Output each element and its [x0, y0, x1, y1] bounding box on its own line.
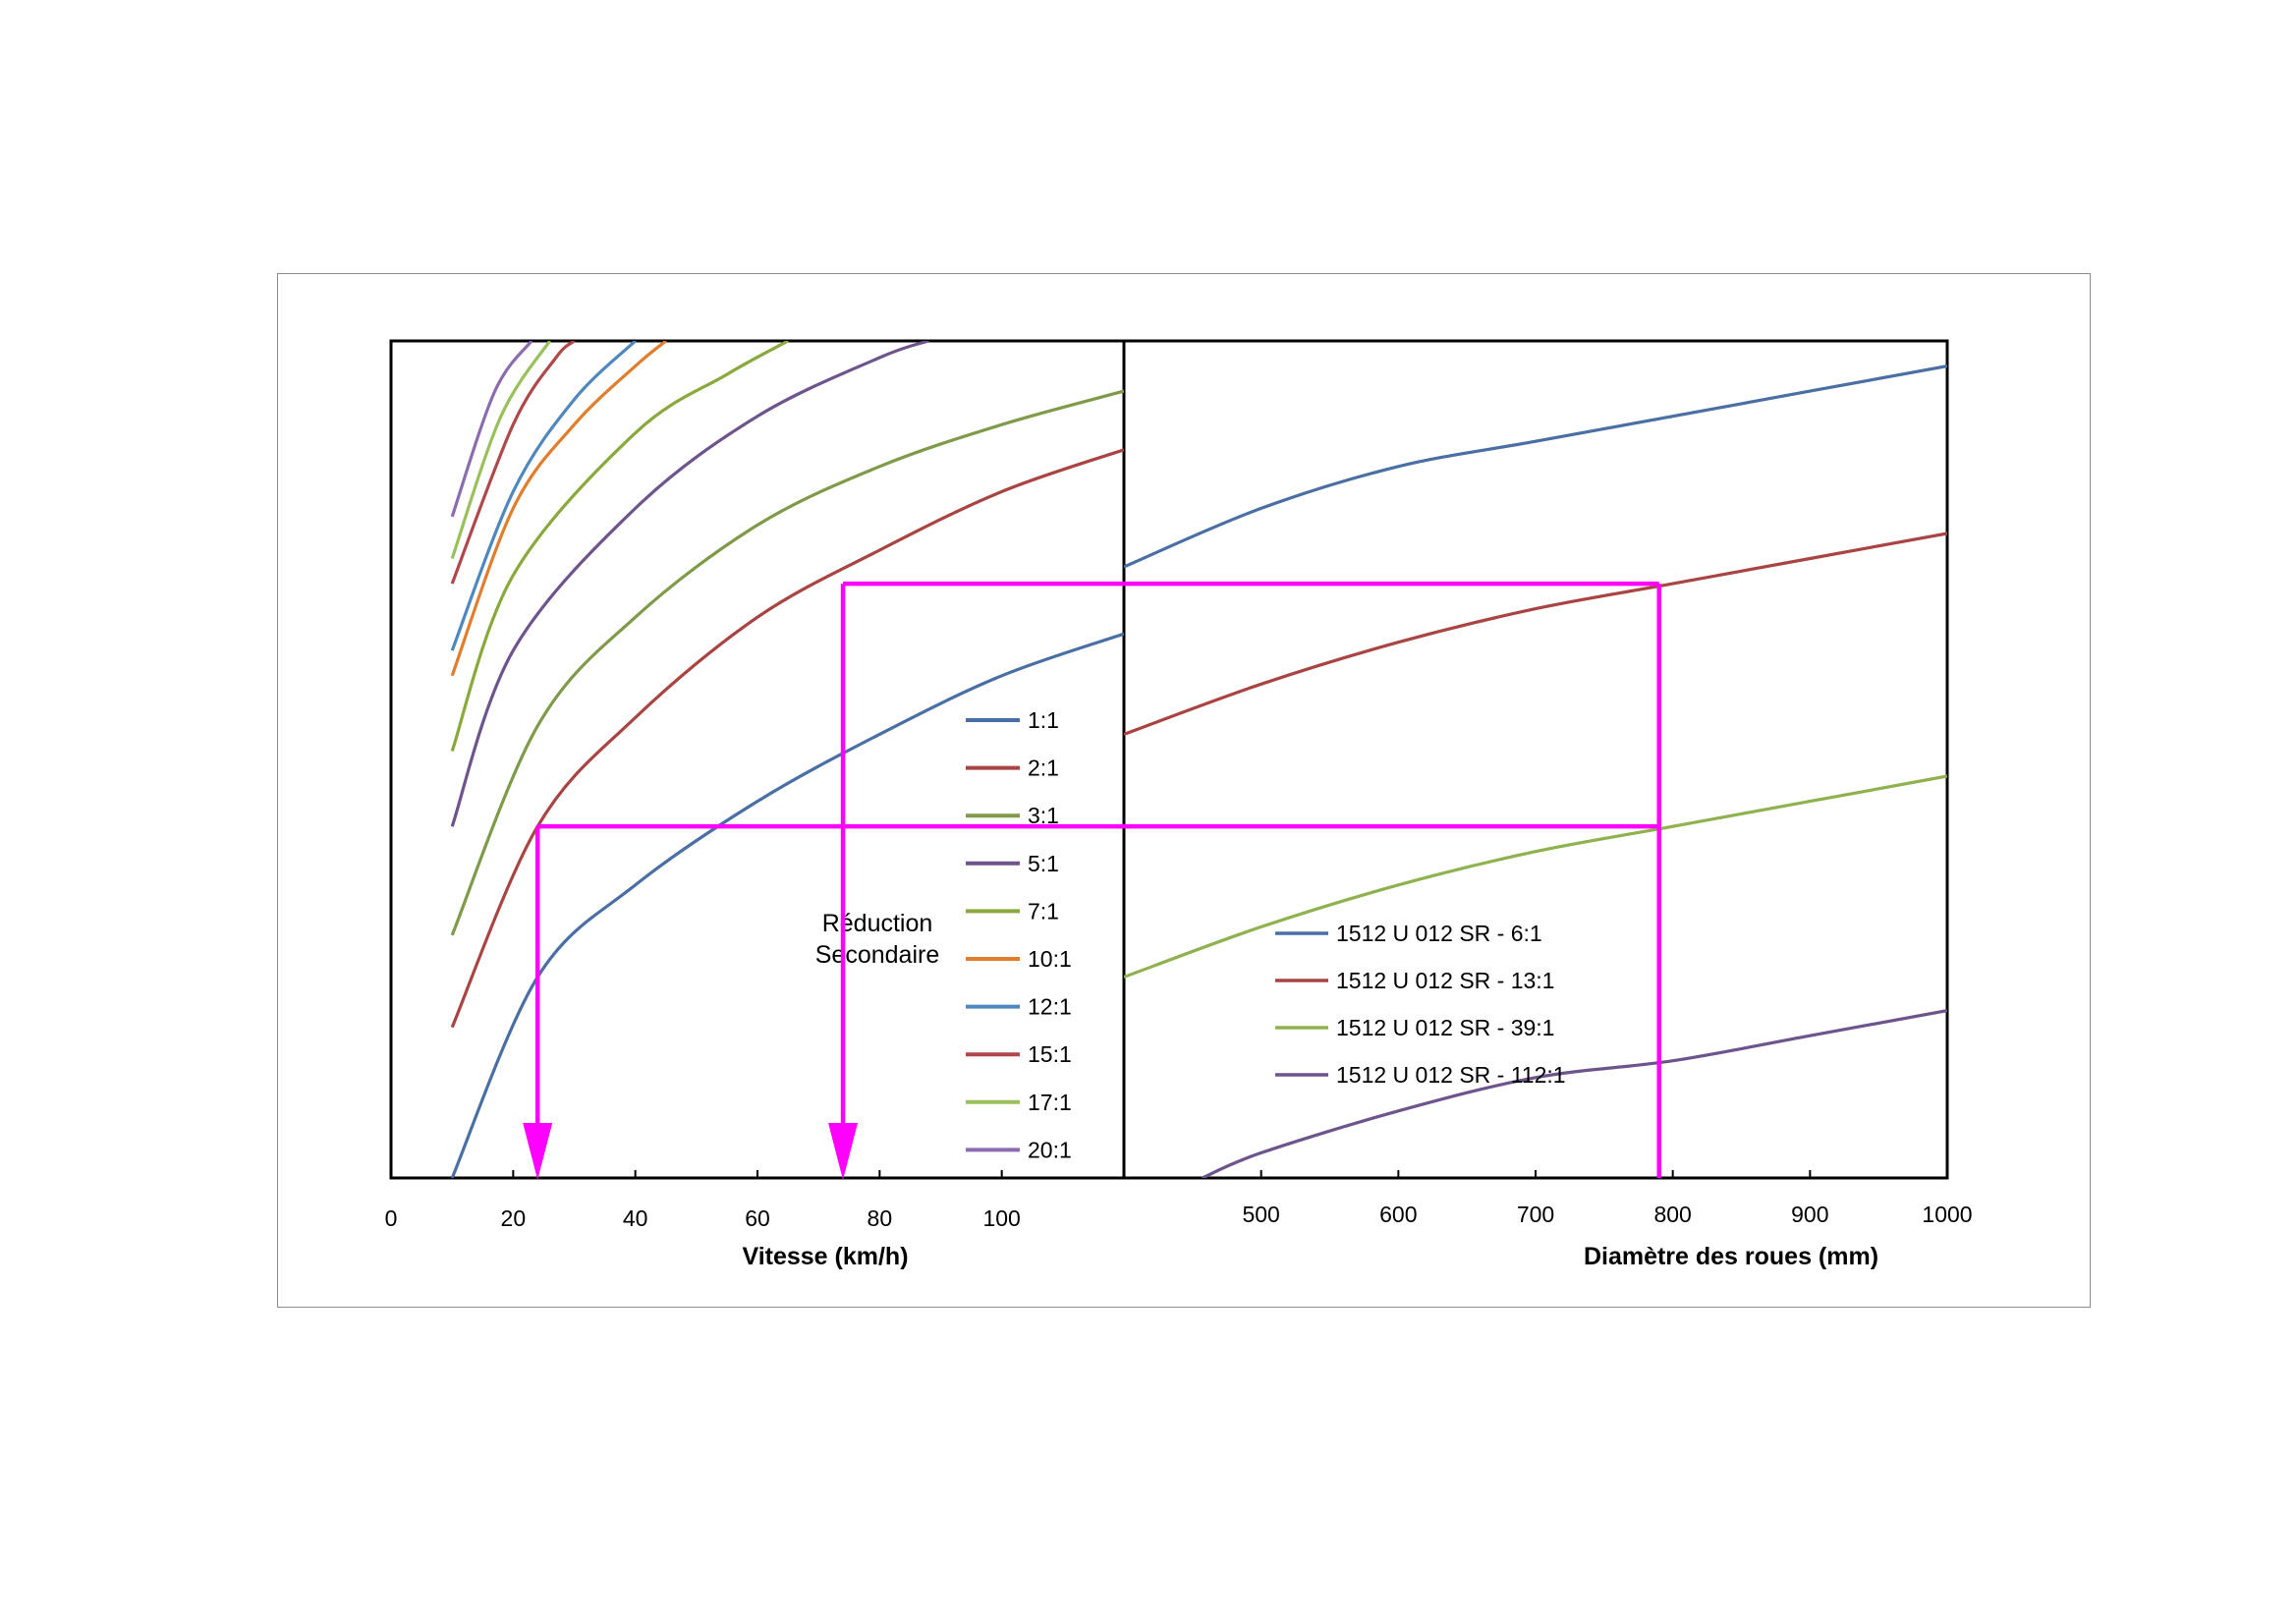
left-series-line-0: [450, 632, 1124, 1178]
left-series-line-4: [450, 341, 789, 753]
left-series-line-3: [450, 341, 929, 827]
left-legend-label-7: 15:1: [1028, 1041, 1072, 1067]
right-x-axis-label: Diamètre des roues (mm): [1584, 1243, 1878, 1270]
legend-title-line-1: Réduction: [822, 910, 933, 937]
right-legend: 1512 U 012 SR - 6:1 1512 U 012 SR - 13:1 1…: [1275, 921, 1566, 1088]
right-tick-label-4: 900: [1791, 1202, 1828, 1227]
left-legend-label-8: 17:1: [1028, 1090, 1072, 1115]
right-legend-label-0: 1512 U 012 SR - 6:1: [1336, 921, 1542, 946]
right-tick-label-1: 600: [1379, 1202, 1417, 1227]
left-series-line-1: [450, 448, 1124, 1029]
left-legend-label-6: 12:1: [1028, 994, 1072, 1020]
left-tick-label-0: 0: [385, 1205, 398, 1231]
right-series-line-3: [1201, 1009, 1947, 1178]
left-legend-label-1: 2:1: [1028, 756, 1059, 781]
left-tick-label-1: 20: [501, 1205, 527, 1231]
left-legend-label-4: 7:1: [1028, 898, 1059, 924]
left-legend: 1:1 2:1 3:1 5:1 7:1 10:1 12:1 15:1 17:1 20:1: [966, 707, 1072, 1162]
right-legend-label-1: 1512 U 012 SR - 13:1: [1336, 968, 1554, 993]
left-series-line-6: [450, 341, 637, 651]
left-tick-label-5: 100: [982, 1205, 1020, 1231]
right-tick-label-5: 1000: [1922, 1202, 1972, 1227]
right-series-line-1: [1124, 532, 1947, 736]
right-tick-label-2: 700: [1517, 1202, 1554, 1227]
right-legend-label-2: 1512 U 012 SR - 39:1: [1336, 1015, 1554, 1040]
left-tick-label-3: 60: [745, 1205, 770, 1231]
right-series-line-0: [1124, 364, 1947, 569]
left-tick-label-4: 80: [868, 1205, 893, 1231]
left-legend-label-5: 10:1: [1028, 946, 1072, 972]
left-series-group: [450, 341, 1124, 1178]
left-legend-label-0: 1:1: [1028, 707, 1059, 733]
left-legend-label-9: 20:1: [1028, 1137, 1072, 1162]
legend-title-line-2: Secondaire: [815, 941, 939, 969]
right-legend-label-3: 1512 U 012 SR - 112:1: [1336, 1062, 1566, 1088]
left-x-axis-label: Vitesse (km/h): [742, 1243, 908, 1270]
left-x-ticks: 0 20 40 60 80 100: [385, 1170, 1021, 1231]
left-legend-label-2: 3:1: [1028, 803, 1059, 828]
right-plot-area: [1122, 339, 1949, 1180]
right-series-line-2: [1124, 774, 1947, 980]
left-series-line-2: [450, 389, 1124, 936]
right-tick-label-0: 500: [1242, 1202, 1279, 1227]
right-tick-label-3: 800: [1653, 1202, 1691, 1227]
annotation-arrow-0: [523, 1123, 553, 1180]
figure-frame: [277, 273, 2091, 1308]
left-legend-label-3: 5:1: [1028, 851, 1059, 876]
left-series-line-8: [450, 341, 551, 560]
annotation-arrow-1: [828, 1123, 859, 1180]
left-series-line-7: [450, 341, 576, 585]
magenta-annotations: [523, 581, 1661, 1180]
left-tick-label-2: 40: [623, 1205, 648, 1231]
right-series-group: [1124, 364, 1947, 1178]
left-series-line-5: [450, 341, 667, 677]
right-x-ticks: 500 600 700 800 900 1000: [1242, 1170, 1973, 1227]
left-series-line-9: [450, 341, 533, 518]
